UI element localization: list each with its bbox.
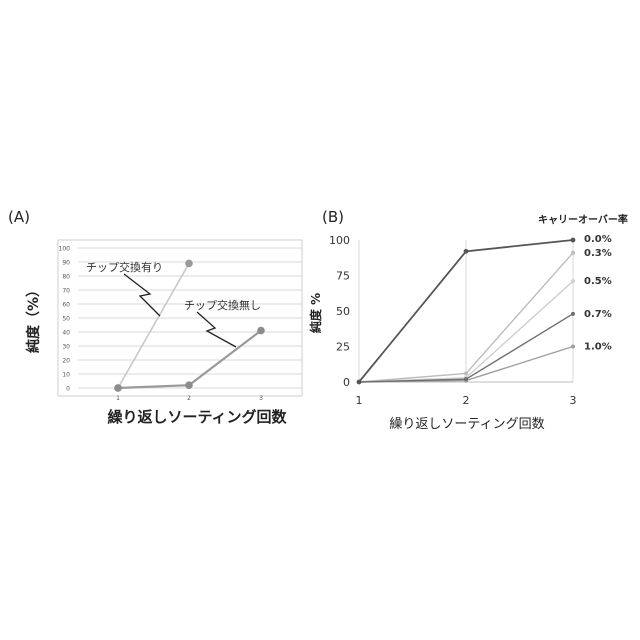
panel-b-legend-title: キャリーオーバー率 <box>538 213 628 226</box>
panel-a-y-tick-label: 50 <box>62 316 70 323</box>
panel-a-y-tick-label: 60 <box>62 302 70 309</box>
panel-a-annotation-without-tip-change: チップ交換無し <box>184 298 261 312</box>
panel-a-y-axis-title: 純度（%） <box>25 283 42 353</box>
panel-b-series-label: 0.5% <box>584 276 612 287</box>
panel-b-data-point <box>571 251 575 255</box>
panel-a: (A) 0 10 20 30 40 50 60 70 80 90 100 1 2 3 チップ交換有り チ… <box>8 208 302 426</box>
panel-a-y-tick-label: 80 <box>62 274 70 281</box>
panel-b-y-tick-label: 0 <box>343 376 350 389</box>
panel-a-series <box>114 260 265 392</box>
panel-a-data-point <box>114 384 122 392</box>
panel-b-data-point <box>571 345 575 349</box>
panel-a-y-tick-label: 100 <box>59 246 71 253</box>
panel-a-x-tick-label: 2 <box>187 395 191 402</box>
panel-b-label: (B) <box>322 208 344 226</box>
panel-b-y-ticks: 0 25 50 75 100 <box>329 234 350 389</box>
panel-a-data-point <box>185 260 193 268</box>
panel-b-data-point <box>464 249 469 254</box>
panel-a-y-tick-label: 90 <box>62 260 70 267</box>
panel-b-x-tick-label: 2 <box>463 394 470 407</box>
panel-a-data-point <box>185 381 193 389</box>
panel-b-data-point <box>464 371 468 375</box>
panel-b-data-point <box>571 238 576 243</box>
panel-a-y-tick-label: 70 <box>62 288 70 295</box>
panel-a-y-tick-label: 0 <box>66 386 70 393</box>
panel-a-y-tick-label: 10 <box>62 372 70 379</box>
panel-a-series-line <box>118 331 261 388</box>
panel-a-label: (A) <box>8 208 30 226</box>
panel-a-callout-line-1 <box>124 274 160 316</box>
panel-b-y-axis-title: 純度 % <box>308 293 323 333</box>
panel-b-series-label: 1.0% <box>584 342 612 353</box>
panel-b-series-labels: 0.0% 0.3% 0.5% 0.7% 1.0% <box>584 234 612 353</box>
panel-a-x-axis-title: 繰り返しソーティング回数 <box>107 408 287 426</box>
panel-a-x-tick-label: 3 <box>259 395 263 402</box>
panel-b-data-point <box>357 380 362 385</box>
panel-a-annotation-with-tip-change: チップ交換有り <box>86 260 163 274</box>
panel-b-data-point <box>571 279 575 283</box>
panel-a-series-line <box>118 263 189 388</box>
panel-a-y-tick-label: 40 <box>62 330 70 337</box>
panel-b-x-tick-label: 3 <box>570 394 577 407</box>
panel-b: (B) キャリーオーバー率 0 25 50 75 100 1 2 3 0.0% 0.3% 0.5… <box>308 208 628 432</box>
panel-a-callout-line-2 <box>197 312 236 347</box>
panel-a-y-tick-label: 20 <box>62 358 70 365</box>
panel-b-series-label: 0.7% <box>584 309 612 320</box>
panel-b-x-axis-title: 繰り返しソーティング回数 <box>389 417 544 432</box>
panel-a-data-point <box>257 327 265 335</box>
panel-b-series-label: 0.3% <box>584 248 612 259</box>
panel-b-data-point <box>464 377 468 381</box>
panel-b-y-tick-label: 25 <box>336 341 350 354</box>
panel-b-x-ticks: 1 2 3 <box>356 394 577 407</box>
panel-b-y-tick-label: 100 <box>329 234 350 247</box>
panel-b-y-tick-label: 75 <box>336 270 350 283</box>
panel-a-y-ticks: 0 10 20 30 40 50 60 70 80 90 100 <box>59 246 71 393</box>
panel-b-data-point <box>571 312 575 316</box>
panel-a-x-tick-label: 1 <box>116 395 120 402</box>
panel-b-x-tick-label: 1 <box>356 394 363 407</box>
panel-b-series-label: 0.0% <box>584 234 612 245</box>
panel-a-y-tick-label: 30 <box>62 344 70 351</box>
panel-b-y-tick-label: 50 <box>336 305 350 318</box>
